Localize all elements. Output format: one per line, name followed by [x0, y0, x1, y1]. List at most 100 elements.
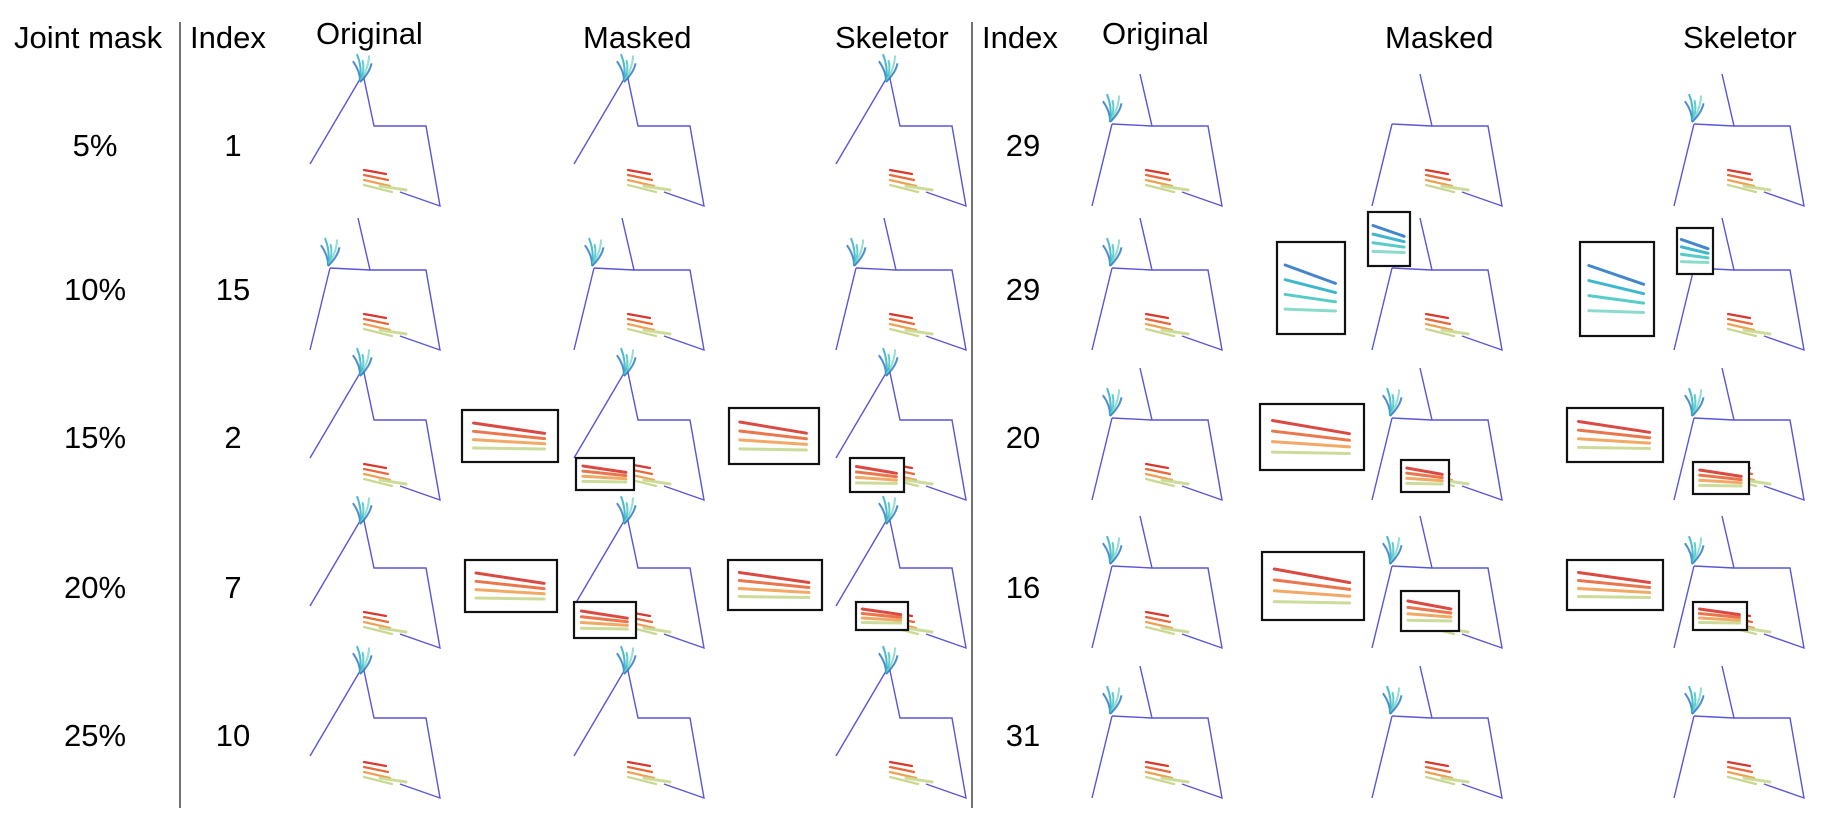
inset-stroke [738, 438, 808, 446]
row2-left-masked-skeleton-right-hand [626, 312, 672, 338]
inset-stroke [1405, 476, 1444, 483]
finger-stroke [885, 63, 899, 83]
finger-stroke [1726, 327, 1758, 338]
inset-stroke [1679, 245, 1710, 255]
row4-right-masked-skeleton-left-hand [1382, 535, 1403, 565]
finger-stroke [1144, 467, 1172, 476]
row4-right-skeletor-box [1691, 600, 1749, 632]
limb-line [1693, 417, 1735, 421]
finger-stroke [362, 472, 392, 482]
row5-left-skeletor-skeleton-right-hand [888, 760, 934, 786]
row5-left-masked-skeleton-body [573, 665, 705, 800]
header-left-masked: Masked [583, 20, 692, 55]
finger-stroke [1726, 168, 1752, 176]
inset-stroke [1697, 620, 1741, 625]
limb-line [1391, 565, 1433, 569]
inset-stroke [1587, 294, 1646, 305]
inset-stroke [1270, 429, 1351, 442]
finger-stroke [359, 63, 373, 83]
finger-stroke [1109, 545, 1123, 565]
inset-stroke [1405, 481, 1444, 486]
torso-line [626, 515, 705, 650]
finger-stroke [1726, 178, 1756, 188]
torso-line [883, 217, 967, 352]
row5-left-original-skeleton-left-hand [352, 645, 373, 675]
finger-stroke [1144, 168, 1170, 176]
inset-stroke [1698, 478, 1743, 485]
finger-stroke [362, 317, 390, 326]
row3-right-masked-zoom [1258, 402, 1366, 472]
row1-right-masked-skeleton-right-hand [1424, 168, 1470, 194]
inset-stroke [1283, 263, 1337, 285]
limb-line [1673, 417, 1695, 501]
inset-stroke [1698, 473, 1743, 482]
torso-line [357, 217, 441, 352]
inset-stroke [1371, 249, 1406, 254]
finger-stroke [1726, 322, 1756, 332]
inset-stroke [579, 626, 629, 631]
header-right-skeletor: Skeletor [1683, 20, 1797, 55]
inset-stroke [1406, 618, 1453, 623]
row1-right-skeletor-skeleton-body [1673, 73, 1805, 208]
inset-stroke [860, 611, 903, 619]
palm-stroke [1160, 626, 1190, 634]
finger-stroke [1424, 168, 1450, 176]
inset-frame [1275, 240, 1347, 336]
finger-stroke [1144, 173, 1172, 182]
row1-left-masked-skeleton [573, 53, 705, 208]
inset-stroke [1405, 471, 1444, 480]
palm-stroke [642, 184, 672, 192]
row5-left-masked-skeleton [573, 645, 705, 800]
row5-right-masked-skeleton-right-hand [1424, 760, 1470, 786]
finger-stroke [1691, 545, 1705, 565]
finger-stroke [1726, 312, 1752, 320]
finger-stroke [1424, 775, 1456, 786]
finger-stroke [1389, 397, 1403, 417]
finger-stroke [359, 505, 373, 525]
torso-line [1139, 73, 1223, 208]
row1-left-skeletor-skeleton-right-hand [888, 168, 934, 194]
limb-line [1391, 715, 1433, 719]
row3-right-original-skeleton-right-hand [1144, 462, 1190, 488]
row5-right-masked-skeleton [1371, 665, 1503, 800]
inset-stroke [860, 620, 903, 625]
torso-line [362, 367, 441, 502]
row3-right-skeletor-zoom [1565, 406, 1665, 464]
inset-stroke [579, 621, 629, 627]
row3-right-original-skeleton-left-hand [1102, 387, 1123, 417]
finger-stroke [362, 183, 394, 194]
zoom-insets [460, 210, 1751, 640]
inset-stroke [474, 596, 546, 601]
row5-right-original-skeleton [1091, 665, 1223, 800]
row2-left-original-skeleton-left-hand [320, 237, 341, 267]
finger-stroke [626, 173, 654, 182]
torso-line [1419, 515, 1503, 650]
row5-left-skeletor-skeleton-left-hand [878, 645, 899, 675]
row3-right-skeletor-box [1691, 460, 1751, 496]
finger-stroke [885, 357, 899, 377]
palm-stroke [1742, 328, 1772, 336]
row1-right-skeletor-skeleton [1673, 73, 1805, 208]
finger-stroke [885, 655, 899, 675]
finger-stroke [1691, 103, 1705, 123]
row5-right-masked-skeleton-body [1371, 665, 1503, 800]
finger-stroke [888, 760, 914, 768]
row4-left-skeletor-box [854, 600, 910, 632]
inset-stroke [1577, 587, 1652, 594]
inset-stroke [1270, 450, 1351, 455]
row4-left-original-skeleton-body [309, 515, 441, 650]
row5-right-original-skeleton-body [1091, 665, 1223, 800]
inset-stroke [1679, 252, 1710, 260]
inset-stroke [737, 571, 811, 584]
row4-mask-label: 20% [64, 570, 126, 605]
palm-stroke [1440, 184, 1470, 192]
row4-right-skeletor-skeleton-left-hand [1684, 535, 1705, 565]
row1-mask-label: 5% [73, 128, 118, 163]
row1-left-skeletor-skeleton-left-hand [878, 53, 899, 83]
skeleton-drawings [309, 53, 1805, 800]
limb-line [835, 73, 890, 165]
inset-stroke [1406, 599, 1453, 611]
torso-line [362, 73, 441, 208]
finger-stroke [1144, 775, 1176, 786]
inset-stroke [1577, 437, 1652, 445]
